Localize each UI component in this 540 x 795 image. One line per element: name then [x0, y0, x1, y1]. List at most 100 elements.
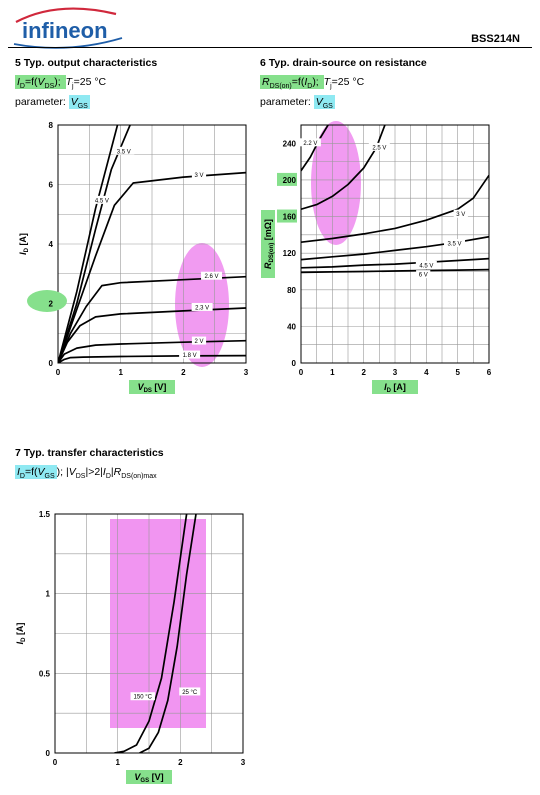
- x-tick-label: 1: [118, 368, 123, 377]
- series-line: [139, 514, 197, 753]
- x-axis-label-text: VDS [V]: [138, 382, 167, 394]
- series-label-bg: [416, 270, 431, 279]
- y-tick-highlight: [277, 209, 297, 223]
- series-label: 25 °C: [182, 690, 198, 696]
- series-label: 2.6 V: [205, 274, 219, 280]
- y-axis-label: RDS(on) [mΩ]: [261, 210, 275, 278]
- x-tick-label: 6: [487, 368, 492, 377]
- y-axis-label: ID [A]: [18, 233, 30, 255]
- series-label-bg: [201, 271, 223, 280]
- series-line: [301, 125, 330, 172]
- y-tick-label: 40: [287, 322, 296, 331]
- section7-title: 7 Typ. transfer characteristics: [15, 447, 164, 459]
- y-tick-label: 200: [283, 176, 297, 185]
- x-tick-label: 2: [361, 368, 366, 377]
- x-axis-label-text: VGS [V]: [134, 772, 163, 784]
- series-label-bg: [453, 209, 468, 218]
- x-axis-label: ID [A]: [372, 380, 418, 394]
- series-line: [58, 339, 246, 363]
- y-tick-label: 2: [49, 300, 54, 309]
- y-tick-label: 1: [46, 590, 51, 599]
- series-label: 3 V: [456, 212, 465, 218]
- infineon-logo: infineon: [13, 7, 123, 49]
- series-label-bg: [299, 138, 321, 147]
- series-line: [114, 514, 188, 753]
- series-line: [301, 257, 489, 269]
- section5-eq-highlight: ID=f(VDS);: [15, 75, 66, 91]
- series-label: 2.2 V: [303, 141, 317, 147]
- x-tick-label: 4: [424, 368, 429, 377]
- section5-parameter: parameter: VGS: [15, 95, 90, 111]
- section7-equation: ID=f(VGS); |VDS|>2|ID|RDS(on)max: [15, 465, 157, 481]
- logo-swoosh: [15, 7, 117, 23]
- x-axis-label-highlight: [126, 770, 172, 784]
- series-label: 3 V: [194, 173, 203, 179]
- y-axis-label-text: ID [A]: [15, 623, 27, 645]
- x-tick-label: 0: [56, 368, 61, 377]
- series-label-bg: [179, 350, 201, 359]
- chart-1-group: 0 1 2 3 4 5 6 0 40 80 120 160 200 240 2.2 V 2.5 V 3 V 3.5…: [261, 121, 492, 394]
- plot-frame: [300, 124, 490, 364]
- logo-wordmark: infineon: [22, 18, 108, 43]
- x-tick-label: 1: [115, 758, 120, 767]
- plot-frame: [57, 124, 247, 364]
- x-axis-label-text: ID [A]: [384, 382, 406, 394]
- x-tick-label: 3: [244, 368, 249, 377]
- section6-title: 6 Typ. drain-source on resistance: [260, 57, 427, 69]
- x-tick-label: 3: [393, 368, 398, 377]
- series-label: 150 °C: [134, 695, 153, 701]
- section6-equation: RDS(on)=f(ID); Tj=25 °C: [260, 75, 365, 91]
- series-label-bg: [91, 195, 113, 204]
- x-tick-label: 3: [241, 758, 246, 767]
- series-line: [58, 171, 246, 363]
- series-label: 6 V: [419, 273, 428, 279]
- x-tick-label: 5: [455, 368, 460, 377]
- highlight-region: [311, 121, 361, 245]
- x-tick-label: 0: [53, 758, 58, 767]
- chart-0-group: 0 1 2 3 0 2 4 6 8 1.8 V 2 V 2.3 V 2.6 V 3 V 3.5 V 4.5 V…: [18, 121, 249, 394]
- series-label: 2.3 V: [195, 305, 209, 311]
- y-tick-highlight: [27, 290, 67, 312]
- series-label-bg: [368, 142, 390, 151]
- y-axis-label: ID [A]: [15, 623, 27, 645]
- x-tick-label: 2: [181, 368, 186, 377]
- series-label: 3.5 V: [117, 149, 131, 155]
- series-label: 4.5 V: [95, 198, 109, 204]
- series-line: [58, 125, 119, 363]
- section6-parameter: parameter: VGS: [260, 95, 335, 111]
- y-tick-label: 240: [283, 139, 297, 148]
- y-tick-highlight: [277, 172, 297, 186]
- x-axis-label: VDS [V]: [129, 380, 175, 394]
- series-label-bg: [179, 687, 201, 696]
- series-line: [301, 174, 489, 244]
- y-tick-label: 0: [46, 749, 51, 758]
- y-tick-label: 80: [287, 286, 296, 295]
- section5-equation: ID=f(VDS); Tj=25 °C: [15, 75, 107, 91]
- y-tick-label: 0: [49, 359, 54, 368]
- x-axis-label: VGS [V]: [126, 770, 172, 784]
- series-label-bg: [415, 260, 437, 269]
- y-tick-label: 8: [49, 121, 54, 130]
- part-number: BSS214N: [471, 33, 520, 45]
- y-tick-label: 120: [283, 249, 297, 258]
- x-tick-label: 1: [330, 368, 335, 377]
- series-line: [58, 275, 246, 363]
- series-label-bg: [444, 239, 466, 247]
- section5-title: 5 Typ. output characteristics: [15, 57, 158, 69]
- y-tick-label: 4: [49, 240, 54, 249]
- y-tick-label: 1.5: [39, 510, 51, 519]
- y-axis-label-highlight: [261, 210, 275, 278]
- x-tick-label: 2: [178, 758, 183, 767]
- series-label: 2 V: [194, 339, 203, 345]
- x-axis-label-highlight: [129, 380, 175, 394]
- x-axis-label-highlight: [372, 380, 418, 394]
- series-label: 2.5 V: [372, 145, 386, 151]
- plot-frame: [54, 513, 244, 754]
- y-tick-label: 0: [292, 359, 297, 368]
- y-tick-label: 0.5: [39, 669, 51, 678]
- series-label-bg: [113, 146, 135, 155]
- y-tick-label: 160: [283, 213, 297, 222]
- series-label-bg: [191, 170, 207, 179]
